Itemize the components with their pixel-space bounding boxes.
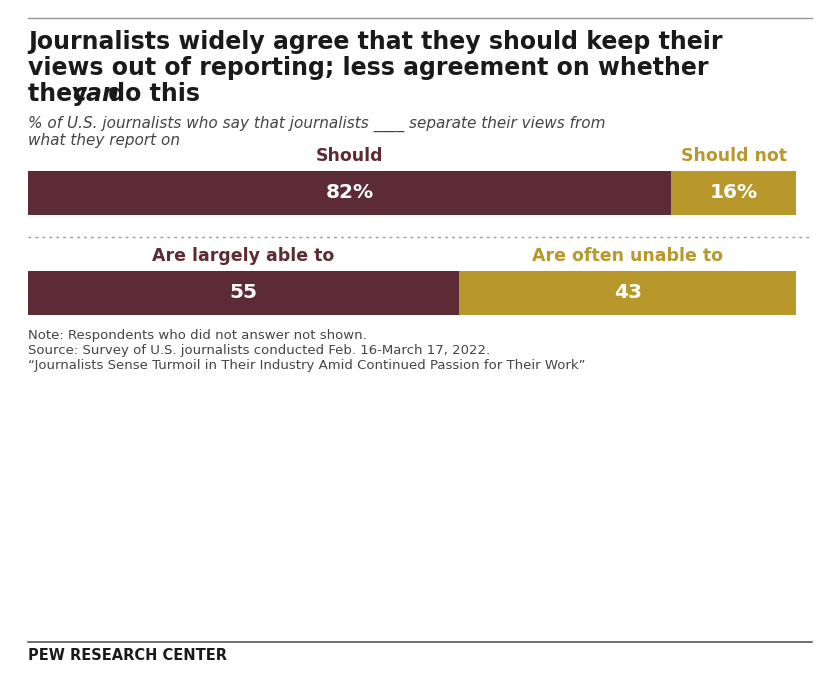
- Text: do this: do this: [100, 82, 200, 106]
- Text: 43: 43: [614, 283, 642, 302]
- Text: Source: Survey of U.S. journalists conducted Feb. 16-March 17, 2022.: Source: Survey of U.S. journalists condu…: [28, 344, 490, 357]
- Bar: [459, 271, 796, 315]
- Text: Should not: Should not: [680, 147, 786, 165]
- Bar: [28, 271, 459, 315]
- Text: 55: 55: [229, 283, 258, 302]
- Text: 82%: 82%: [325, 184, 374, 203]
- Text: Are largely able to: Are largely able to: [153, 247, 334, 265]
- Text: 16%: 16%: [710, 184, 758, 203]
- Text: Are often unable to: Are often unable to: [533, 247, 723, 265]
- Text: Journalists widely agree that they should keep their: Journalists widely agree that they shoul…: [28, 30, 722, 54]
- Text: what they report on: what they report on: [28, 133, 180, 148]
- Bar: [28, 171, 671, 215]
- Bar: [671, 171, 796, 215]
- Text: views out of reporting; less agreement on whether: views out of reporting; less agreement o…: [28, 56, 708, 80]
- Text: PEW RESEARCH CENTER: PEW RESEARCH CENTER: [28, 648, 227, 663]
- Text: % of U.S. journalists who say that journalists ____ separate their views from: % of U.S. journalists who say that journ…: [28, 116, 606, 132]
- Text: Should: Should: [316, 147, 383, 165]
- Text: can: can: [72, 82, 119, 106]
- Text: “Journalists Sense Turmoil in Their Industry Amid Continued Passion for Their Wo: “Journalists Sense Turmoil in Their Indu…: [28, 359, 585, 372]
- Text: Note: Respondents who did not answer not shown.: Note: Respondents who did not answer not…: [28, 329, 367, 342]
- Text: they: they: [28, 82, 96, 106]
